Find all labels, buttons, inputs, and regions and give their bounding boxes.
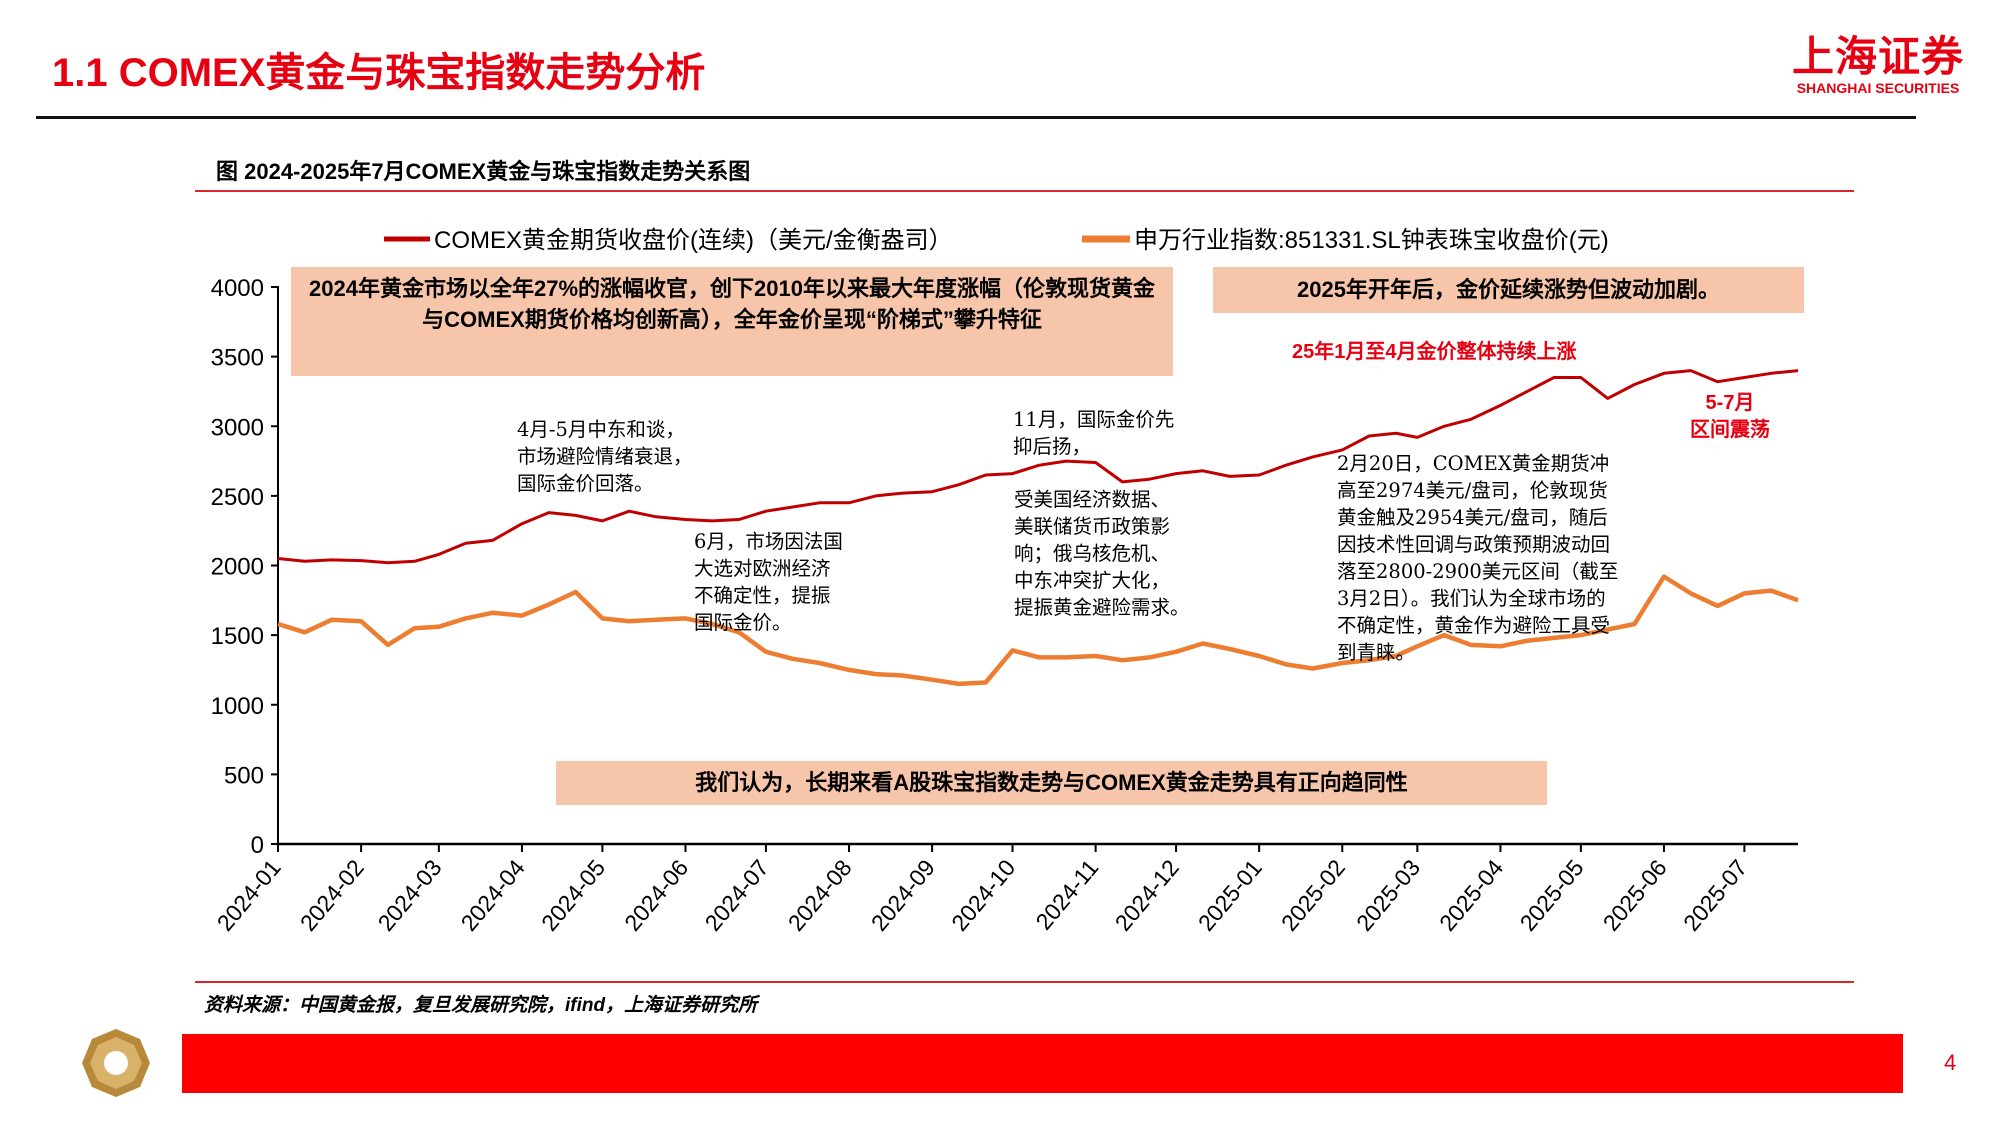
emblem-icon <box>82 1029 150 1097</box>
x-axis: 2024-01 2024-02 2024-03 2024-04 2024-05 2024-… <box>212 842 1798 936</box>
source-divider <box>195 981 1854 983</box>
x-tick-label: 2024-12 <box>1110 855 1184 936</box>
note-apr-may: 4月-5月中东和谈， 市场避险情绪衰退， 国际金价回落。 <box>517 418 693 495</box>
legend: COMEX黄金期货收盘价(连续)（美元/金衡盎司） 申万行业指数:851331.… <box>384 227 1609 254</box>
x-tick-label: 2024-03 <box>372 855 446 936</box>
note-nov: 11月，国际金价先 抑后扬， <box>1013 408 1175 458</box>
source-note: 资料来源：中国黄金报，复旦发展研究院，ifind，上海证券研究所 <box>204 995 758 1016</box>
series-line-jewelry-index <box>277 574 1799 687</box>
y-tick-label: 2500 <box>211 484 264 511</box>
x-tick-label: 2024-04 <box>456 854 530 936</box>
y-tick-label: 1500 <box>211 623 264 650</box>
x-tick-label: 2025-05 <box>1515 855 1589 936</box>
x-tick-label: 2024-06 <box>619 855 693 936</box>
x-tick-label: 2025-02 <box>1276 855 1350 936</box>
logo-english: SHANGHAI SECURITIES <box>1796 80 1960 96</box>
note-jan-apr-rise: 25年1月至4月金价整体持续上涨 <box>1292 341 1577 363</box>
figure-title: 图 2024-2025年7月COMEX黄金与珠宝指数走势关系图 <box>216 159 751 184</box>
y-tick-label: 3500 <box>211 345 264 372</box>
footer-bar <box>182 1034 1903 1093</box>
header-divider <box>36 116 1916 119</box>
x-tick-label: 2025-04 <box>1434 854 1508 936</box>
y-tick-label: 3000 <box>211 414 264 441</box>
logo-chinese: 上海证券 <box>1791 33 1964 80</box>
x-tick-label: 2024-01 <box>212 855 286 936</box>
annotation-box-2025: 2025年开年后，金价延续涨势但波动加剧。 <box>1213 267 1804 313</box>
company-logo: 上海证券 SHANGHAI SECURITIES <box>1788 33 1968 97</box>
series-group <box>277 369 1799 687</box>
line-chart: COMEX黄金期货收盘价(连续)（美元/金衡盎司） 申万行业指数:851331.… <box>211 227 1799 936</box>
y-axis: 0 500 1000 1500 2000 2500 3000 3500 4000 <box>211 275 279 859</box>
note-factors: 受美国经济数据、 美联储货币政策影 响；俄乌核危机、 中东冲突扩大化， 提振黄金… <box>1014 488 1190 619</box>
x-tick-label: 2025-07 <box>1678 855 1752 936</box>
legend-label-jewelry: 申万行业指数:851331.SL钟表珠宝收盘价(元) <box>1134 227 1609 254</box>
x-tick-label: 2024-07 <box>700 855 774 936</box>
x-tick-label: 2025-06 <box>1598 855 1672 936</box>
y-tick-label: 0 <box>251 832 264 859</box>
x-tick-label: 2024-02 <box>295 855 369 936</box>
note-feb-2025: 2月20日，COMEX黄金期货冲 高至2974美元/盘司，伦敦现货 黄金触及29… <box>1337 452 1619 664</box>
x-tick-label: 2025-03 <box>1351 855 1425 936</box>
note-jun: 6月，市场因法国 大选对欧洲经济 不确定性，提振 国际金价。 <box>694 530 843 634</box>
page-number: 4 <box>1944 1050 1957 1075</box>
y-tick-label: 1000 <box>211 693 264 720</box>
x-tick-label: 2024-09 <box>866 855 940 936</box>
x-tick-label: 2024-08 <box>783 855 857 936</box>
x-tick-label: 2024-11 <box>1030 855 1103 935</box>
x-tick-label: 2024-05 <box>536 855 610 936</box>
y-tick-label: 2000 <box>211 554 264 581</box>
note-may-jul-range: 5-7月 区间震荡 <box>1690 392 1770 441</box>
annotation-box-conclusion: 我们认为，长期来看A股珠宝指数走势与COMEX黄金走势具有正向趋同性 <box>556 761 1547 805</box>
x-tick-label: 2024-10 <box>946 855 1020 936</box>
page-title: 1.1 COMEX黄金与珠宝指数走势分析 <box>52 51 706 95</box>
annotation-box-2024: 2024年黄金市场以全年27%的涨幅收官，创下2010年以来最大年度涨幅（伦敦现… <box>291 267 1173 376</box>
series-line-comex-gold <box>277 369 1799 565</box>
figure-title-divider <box>195 190 1854 192</box>
x-tick-label: 2025-01 <box>1193 855 1267 936</box>
legend-label-gold: COMEX黄金期货收盘价(连续)（美元/金衡盎司） <box>434 227 953 254</box>
y-tick-label: 500 <box>224 762 264 789</box>
y-tick-label: 4000 <box>211 275 264 302</box>
